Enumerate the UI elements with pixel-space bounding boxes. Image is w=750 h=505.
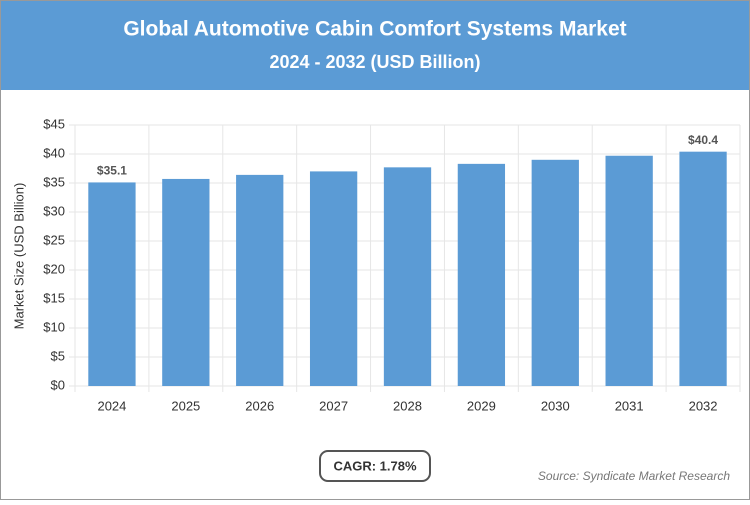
- bar: [162, 178, 210, 386]
- y-tick-label: $5: [51, 348, 65, 363]
- x-tick-label: 2031: [615, 398, 644, 413]
- bar: [679, 151, 727, 386]
- y-tick-label: $20: [43, 261, 65, 276]
- bar: [236, 174, 284, 386]
- y-tick-label: $40: [43, 145, 65, 160]
- source: Source: Syndicate Market Research: [538, 469, 730, 483]
- chart-subtitle: 2024 - 2032 (USD Billion): [269, 52, 480, 72]
- bar: [531, 159, 579, 386]
- x-tick-label: 2029: [467, 398, 496, 413]
- bar: [383, 167, 432, 386]
- x-tick-label: 2032: [689, 398, 718, 413]
- cagr: CAGR: 1.78%: [333, 458, 417, 473]
- x-tick-label: 2025: [171, 398, 200, 413]
- y-tick-label: $10: [43, 319, 65, 334]
- y-tick-label: $0: [51, 377, 65, 392]
- cagr-box: [319, 450, 431, 482]
- y-tick-label: $15: [43, 290, 65, 305]
- y-axis-label: Market Size (USD Billion): [11, 183, 26, 330]
- value-label: $40.4: [688, 133, 718, 147]
- y-tick-label: $30: [43, 203, 65, 218]
- header: [1, 1, 749, 90]
- chart-title: Global Automotive Cabin Comfort Systems …: [123, 18, 626, 41]
- bar: [309, 171, 358, 386]
- x-tick-label: 2030: [541, 398, 570, 413]
- x-tick-label: 2024: [97, 398, 126, 413]
- bar: [88, 182, 136, 386]
- y-tick-label: $25: [43, 232, 65, 247]
- x-tick-label: 2026: [245, 398, 274, 413]
- bar: [605, 155, 653, 386]
- value-label: $35.1: [97, 164, 127, 178]
- x-tick-label: 2027: [319, 398, 348, 413]
- x-tick-label: 2028: [393, 398, 422, 413]
- y-tick-label: $45: [43, 116, 65, 131]
- bar: [457, 163, 506, 386]
- y-tick-label: $35: [43, 174, 65, 189]
